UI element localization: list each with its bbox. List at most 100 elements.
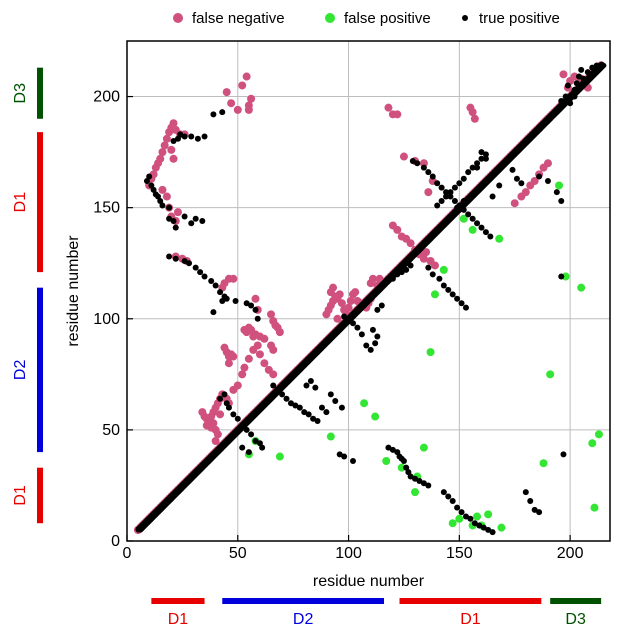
- point-true-positive: [443, 193, 450, 200]
- y-domain-bar: [37, 467, 43, 524]
- point-false-positive: [590, 503, 599, 512]
- point-true-positive: [332, 398, 339, 404]
- point-true-positive: [420, 164, 427, 171]
- point-true-positive: [378, 302, 385, 309]
- legend-marker: [462, 15, 468, 21]
- point-true-positive: [389, 446, 396, 453]
- point-true-positive: [345, 318, 352, 324]
- point-true-positive: [462, 513, 469, 520]
- point-true-positive: [398, 269, 405, 276]
- point-true-positive: [480, 524, 487, 531]
- x-tick-label: 200: [557, 545, 584, 562]
- point-true-positive: [166, 215, 173, 222]
- point-false-negative: [368, 274, 377, 283]
- point-false-negative: [169, 154, 178, 163]
- point-true-positive: [239, 422, 246, 429]
- point-true-positive: [243, 300, 250, 307]
- point-true-positive: [172, 224, 179, 231]
- point-true-positive: [192, 215, 199, 222]
- point-true-positive: [181, 213, 188, 220]
- point-true-positive: [389, 275, 396, 282]
- y-domain-label: D1: [12, 192, 29, 213]
- point-true-positive: [580, 75, 587, 82]
- point-true-positive: [372, 340, 379, 347]
- point-true-positive: [318, 404, 325, 411]
- point-false-negative: [173, 208, 182, 217]
- point-false-positive: [588, 439, 597, 448]
- point-false-negative: [238, 81, 247, 90]
- point-true-positive: [469, 215, 476, 222]
- point-true-positive: [155, 193, 162, 200]
- legend-label: false negative: [192, 10, 285, 27]
- point-false-positive: [473, 512, 482, 521]
- point-false-negative: [229, 352, 238, 361]
- point-false-negative: [209, 419, 218, 428]
- point-false-positive: [426, 348, 435, 357]
- legend: false negative false positive true positiv…: [173, 10, 560, 27]
- point-false-negative: [393, 110, 402, 119]
- x-tick-label: 0: [123, 545, 132, 562]
- point-false-positive: [371, 412, 380, 421]
- point-true-positive: [301, 409, 308, 416]
- x-tick-label: 50: [229, 545, 247, 562]
- diagonal-point-true-positive: [601, 62, 607, 69]
- point-false-negative: [156, 154, 165, 163]
- y-tick-label: 50: [102, 422, 120, 439]
- y-tick-label: 150: [93, 200, 120, 217]
- point-true-positive: [148, 182, 155, 189]
- legend-label: false positive: [344, 10, 431, 27]
- point-true-positive: [571, 86, 578, 93]
- point-false-negative: [521, 188, 530, 197]
- point-true-positive: [496, 182, 503, 189]
- point-true-positive: [434, 202, 441, 209]
- y-tick-label: 100: [93, 311, 120, 328]
- point-true-positive: [212, 282, 219, 289]
- point-true-positive: [458, 300, 465, 307]
- point-false-positive: [411, 488, 420, 497]
- point-true-positive: [385, 444, 392, 451]
- point-false-positive: [594, 430, 603, 439]
- point-true-positive: [234, 415, 241, 422]
- point-false-negative: [253, 341, 262, 350]
- point-false-negative: [351, 288, 360, 297]
- point-false-negative: [543, 159, 552, 168]
- point-true-positive: [478, 149, 485, 156]
- point-true-positive: [172, 255, 179, 262]
- point-true-positive: [279, 391, 286, 398]
- point-true-positive: [327, 391, 334, 398]
- point-true-positive: [489, 193, 496, 200]
- point-true-positive: [544, 178, 551, 184]
- point-true-positive: [217, 395, 224, 402]
- point-true-positive: [243, 426, 250, 433]
- point-true-positive: [416, 478, 423, 484]
- point-true-positive: [166, 204, 173, 211]
- point-false-negative: [269, 345, 278, 354]
- point-false-negative: [430, 261, 439, 270]
- point-true-positive: [303, 382, 310, 389]
- point-false-negative: [247, 325, 256, 334]
- point-true-positive: [429, 271, 436, 278]
- point-false-negative: [470, 114, 479, 123]
- point-true-positive: [449, 291, 456, 298]
- point-false-negative: [530, 177, 539, 185]
- point-true-positive: [474, 164, 481, 171]
- point-false-negative: [247, 94, 256, 103]
- point-true-positive: [447, 189, 454, 196]
- point-true-positive: [527, 498, 534, 504]
- point-true-positive: [157, 198, 164, 204]
- y-domain-label: D3: [12, 83, 29, 104]
- point-true-positive: [451, 198, 458, 204]
- point-true-positive: [159, 202, 166, 209]
- point-true-positive: [252, 306, 259, 313]
- point-false-negative: [220, 279, 229, 288]
- point-false-negative: [238, 370, 247, 379]
- point-true-positive: [305, 411, 312, 418]
- point-true-positive: [400, 458, 407, 464]
- point-true-positive: [462, 304, 469, 311]
- point-false-negative: [335, 290, 344, 299]
- point-true-positive: [460, 206, 467, 213]
- point-true-positive: [270, 382, 277, 389]
- point-true-positive: [223, 295, 230, 302]
- point-true-positive: [553, 189, 560, 196]
- point-false-negative: [224, 359, 233, 368]
